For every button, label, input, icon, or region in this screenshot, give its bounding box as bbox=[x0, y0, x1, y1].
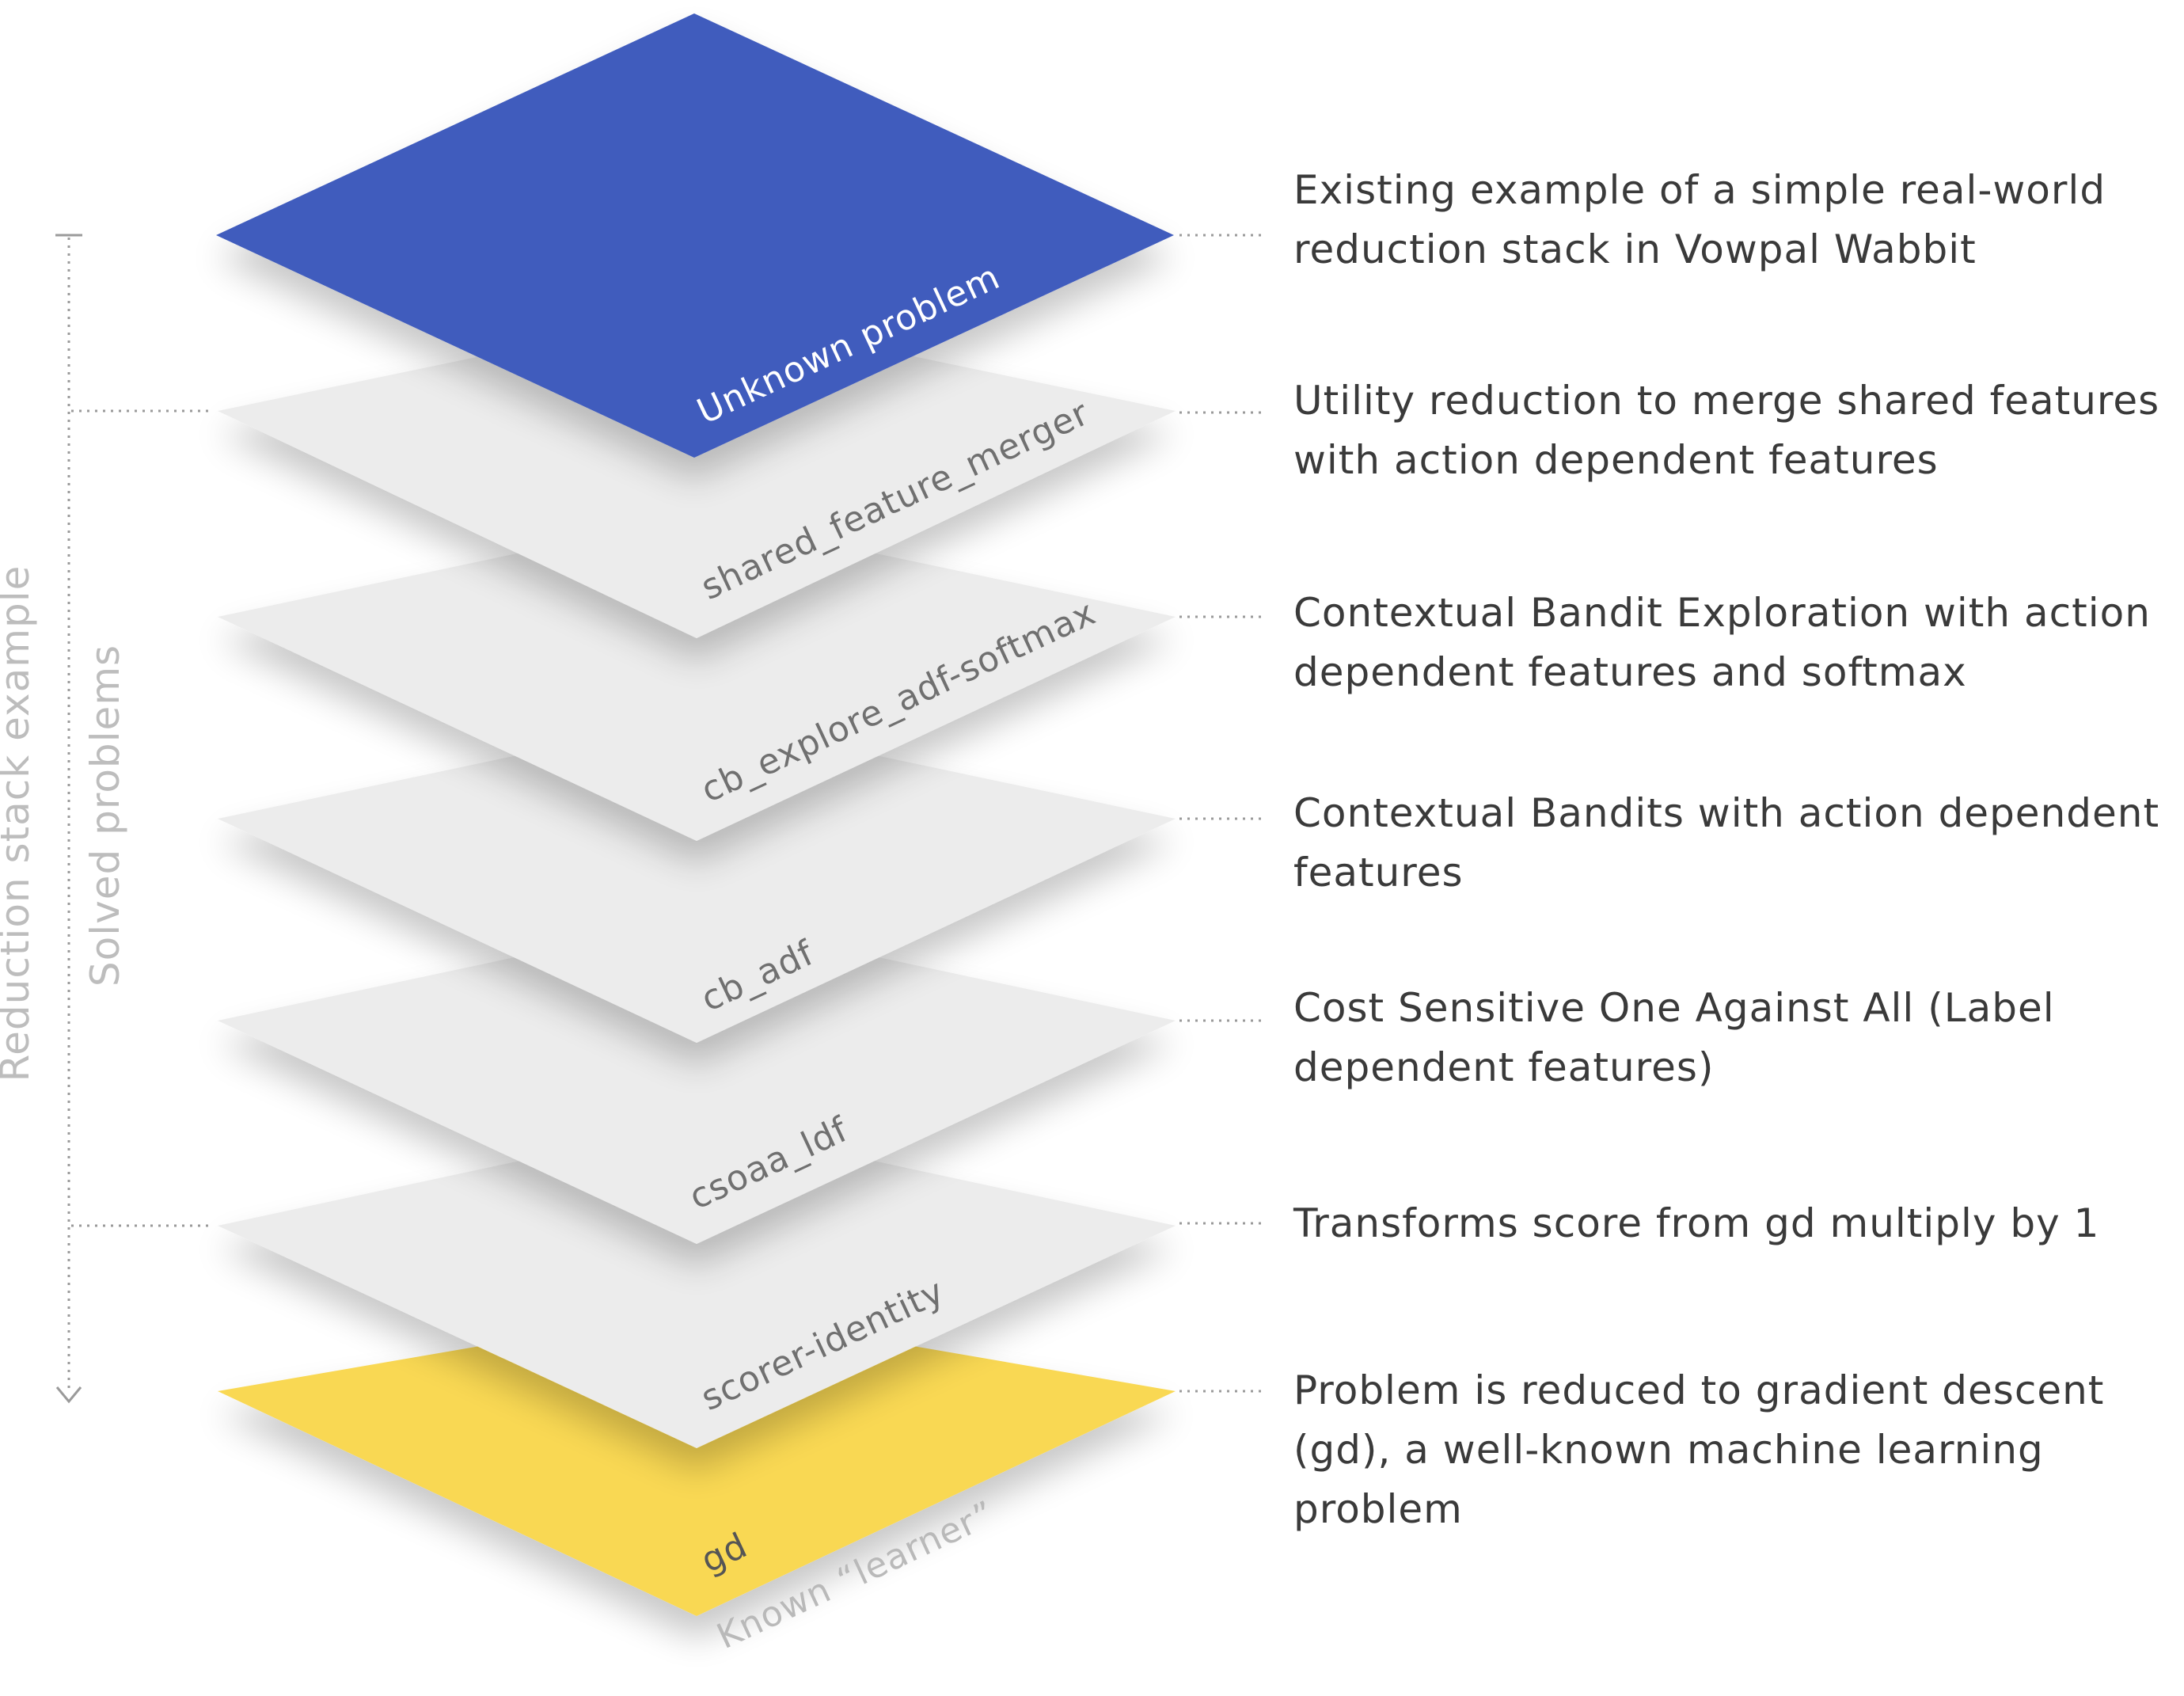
description-scorer-identity: Transforms score from gd multiply by 1 bbox=[1293, 1200, 2099, 1246]
reduction-stack-example-label: Reduction stack example bbox=[0, 565, 38, 1082]
description-line: features bbox=[1293, 850, 1464, 896]
description-line: Contextual Bandit Exploration with actio… bbox=[1293, 590, 2151, 636]
description-line: Utility reduction to merge shared featur… bbox=[1293, 378, 2159, 424]
description-csoaa-ldf: Cost Sensitive One Against All (Label de… bbox=[1293, 985, 2068, 1090]
description-line: Transforms score from gd multiply by 1 bbox=[1293, 1200, 2099, 1246]
description-gd: Problem is reduced to gradient descent (… bbox=[1293, 1367, 2118, 1532]
description-line: reduction stack in Vowpal Wabbit bbox=[1293, 226, 1977, 272]
description-line: Cost Sensitive One Against All (Label bbox=[1293, 985, 2055, 1031]
layer-stack: gd Known “learner” scorer-identity csoaa… bbox=[216, 13, 1176, 1657]
description-cb-explore-adf-softmax: Contextual Bandit Exploration with actio… bbox=[1293, 590, 2164, 695]
description-line: Existing example of a simple real-world bbox=[1293, 167, 2106, 213]
description-line: (gd), a well-known machine learning bbox=[1293, 1427, 2044, 1473]
description-unknown-problem: Existing example of a simple real-world … bbox=[1293, 167, 2119, 272]
layer-csoaa-ldf-plane bbox=[218, 918, 1176, 1244]
description-line: problem bbox=[1293, 1486, 1463, 1532]
description-shared-feature-merger: Utility reduction to merge shared featur… bbox=[1293, 378, 2173, 483]
description-line: dependent features) bbox=[1293, 1044, 1714, 1090]
solved-problems-label: Solved problems bbox=[82, 645, 128, 987]
layer-cb-adf-plane bbox=[218, 717, 1176, 1043]
reduction-stack-bracket bbox=[55, 234, 210, 1404]
description-line: with action dependent features bbox=[1293, 437, 1939, 483]
connector-lines bbox=[1179, 234, 1263, 1393]
layer-shared-feature-merger-plane bbox=[218, 311, 1176, 638]
layer-scorer-identity-plane bbox=[218, 1123, 1176, 1448]
description-line: Contextual Bandits with action dependent bbox=[1293, 790, 2159, 836]
description-line: Problem is reduced to gradient descent bbox=[1293, 1367, 2104, 1413]
description-cb-adf: Contextual Bandits with action dependent… bbox=[1293, 790, 2173, 896]
layer-cb-explore-adf-softmax-plane bbox=[218, 515, 1176, 841]
layer-unknown-problem-plane bbox=[216, 13, 1174, 458]
description-line: dependent features and softmax bbox=[1293, 649, 1967, 695]
layer-gd-plane bbox=[218, 1309, 1176, 1616]
descriptions: Existing example of a simple real-world … bbox=[1293, 167, 2173, 1532]
bracket-arrow-down-icon bbox=[55, 1386, 82, 1404]
